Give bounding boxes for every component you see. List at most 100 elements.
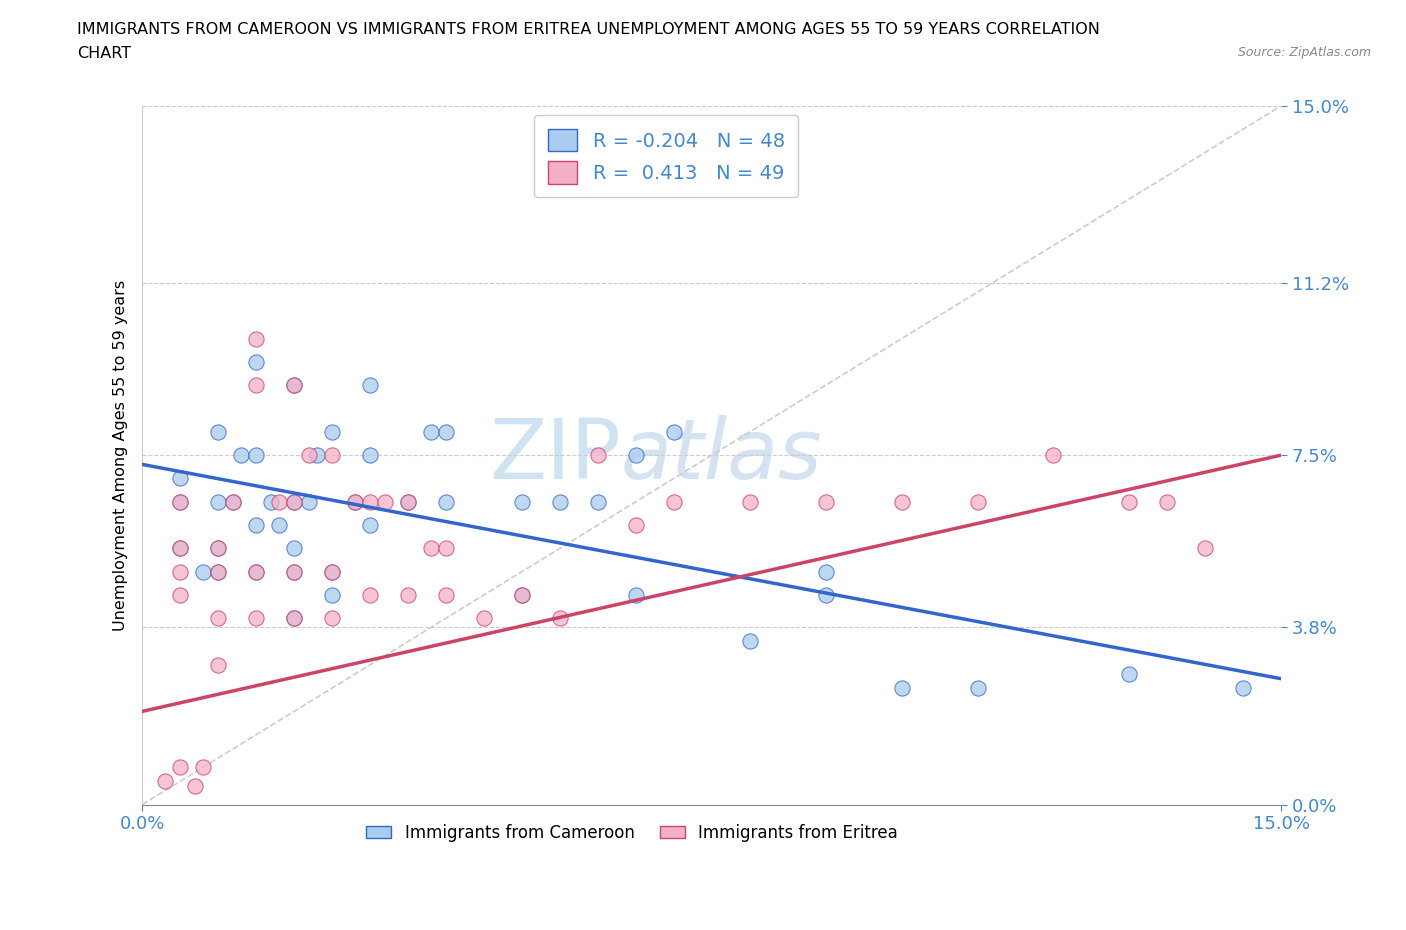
Point: [283, 541, 305, 556]
Point: [283, 494, 305, 509]
Point: [343, 494, 366, 509]
Point: [191, 565, 214, 579]
Point: [207, 658, 229, 672]
Point: [283, 565, 305, 579]
Point: [207, 611, 229, 626]
Point: [814, 494, 837, 509]
Point: [245, 378, 267, 392]
Point: [321, 424, 343, 439]
Legend: Immigrants from Cameroon, Immigrants from Eritrea: Immigrants from Cameroon, Immigrants fro…: [360, 817, 904, 848]
Point: [510, 588, 533, 603]
Point: [1156, 494, 1178, 509]
Point: [510, 494, 533, 509]
Point: [169, 565, 191, 579]
Point: [359, 447, 381, 462]
Point: [245, 565, 267, 579]
Point: [321, 565, 343, 579]
Point: [434, 494, 457, 509]
Point: [207, 541, 229, 556]
Point: [283, 378, 305, 392]
Point: [966, 494, 988, 509]
Point: [396, 494, 419, 509]
Text: Source: ZipAtlas.com: Source: ZipAtlas.com: [1237, 46, 1371, 59]
Point: [586, 494, 609, 509]
Text: CHART: CHART: [77, 46, 131, 60]
Point: [359, 378, 381, 392]
Point: [169, 471, 191, 485]
Point: [586, 447, 609, 462]
Point: [305, 447, 328, 462]
Point: [245, 611, 267, 626]
Point: [169, 760, 191, 775]
Point: [890, 681, 912, 696]
Point: [260, 494, 283, 509]
Point: [222, 494, 245, 509]
Point: [229, 447, 252, 462]
Point: [321, 565, 343, 579]
Point: [207, 424, 229, 439]
Point: [359, 494, 381, 509]
Point: [624, 518, 647, 533]
Point: [374, 494, 396, 509]
Point: [548, 494, 571, 509]
Point: [624, 588, 647, 603]
Y-axis label: Unemployment Among Ages 55 to 59 years: Unemployment Among Ages 55 to 59 years: [114, 280, 128, 631]
Point: [283, 494, 305, 509]
Point: [396, 588, 419, 603]
Point: [169, 541, 191, 556]
Text: IMMIGRANTS FROM CAMEROON VS IMMIGRANTS FROM ERITREA UNEMPLOYMENT AMONG AGES 55 T: IMMIGRANTS FROM CAMEROON VS IMMIGRANTS F…: [77, 22, 1101, 37]
Point: [738, 634, 761, 649]
Point: [662, 424, 685, 439]
Point: [245, 518, 267, 533]
Point: [548, 611, 571, 626]
Point: [510, 588, 533, 603]
Point: [1118, 667, 1140, 682]
Point: [434, 588, 457, 603]
Point: [814, 565, 837, 579]
Point: [283, 565, 305, 579]
Point: [207, 565, 229, 579]
Point: [1194, 541, 1216, 556]
Point: [738, 494, 761, 509]
Point: [1042, 447, 1064, 462]
Point: [1232, 681, 1254, 696]
Point: [419, 424, 441, 439]
Point: [207, 565, 229, 579]
Point: [283, 611, 305, 626]
Point: [267, 494, 290, 509]
Point: [222, 494, 245, 509]
Point: [662, 494, 685, 509]
Point: [184, 778, 207, 793]
Point: [359, 588, 381, 603]
Point: [283, 611, 305, 626]
Point: [153, 774, 176, 789]
Point: [298, 447, 321, 462]
Point: [396, 494, 419, 509]
Point: [434, 424, 457, 439]
Point: [191, 760, 214, 775]
Point: [359, 518, 381, 533]
Text: atlas: atlas: [620, 415, 823, 496]
Point: [321, 447, 343, 462]
Point: [245, 331, 267, 346]
Point: [1118, 494, 1140, 509]
Point: [245, 565, 267, 579]
Point: [434, 541, 457, 556]
Point: [321, 588, 343, 603]
Point: [207, 541, 229, 556]
Point: [624, 447, 647, 462]
Point: [169, 541, 191, 556]
Point: [343, 494, 366, 509]
Text: ZIP: ZIP: [489, 415, 620, 496]
Point: [966, 681, 988, 696]
Point: [169, 494, 191, 509]
Point: [245, 447, 267, 462]
Point: [207, 494, 229, 509]
Point: [245, 354, 267, 369]
Point: [419, 541, 441, 556]
Point: [169, 588, 191, 603]
Point: [321, 611, 343, 626]
Point: [890, 494, 912, 509]
Point: [814, 588, 837, 603]
Point: [169, 494, 191, 509]
